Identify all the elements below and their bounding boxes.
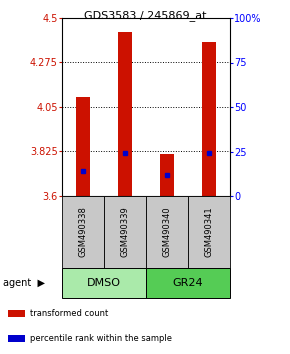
- Bar: [76, 97, 90, 196]
- Text: GSM490338: GSM490338: [79, 207, 88, 257]
- Bar: [62, 268, 146, 298]
- Bar: [8, 335, 25, 342]
- Bar: [146, 196, 188, 268]
- Bar: [202, 42, 216, 196]
- Text: agent  ▶: agent ▶: [3, 278, 45, 288]
- Text: transformed count: transformed count: [30, 309, 108, 318]
- Text: DMSO: DMSO: [87, 278, 121, 288]
- Bar: [188, 196, 230, 268]
- Text: GDS3583 / 245869_at: GDS3583 / 245869_at: [84, 10, 206, 21]
- Text: GSM490341: GSM490341: [204, 207, 213, 257]
- Bar: [146, 268, 230, 298]
- Text: GSM490340: GSM490340: [162, 207, 171, 257]
- Bar: [160, 154, 174, 196]
- Bar: [104, 196, 146, 268]
- Text: GR24: GR24: [173, 278, 203, 288]
- Bar: [8, 310, 25, 317]
- Text: GSM490339: GSM490339: [121, 207, 130, 257]
- Bar: [62, 196, 104, 268]
- Text: percentile rank within the sample: percentile rank within the sample: [30, 334, 172, 343]
- Bar: [118, 32, 132, 196]
